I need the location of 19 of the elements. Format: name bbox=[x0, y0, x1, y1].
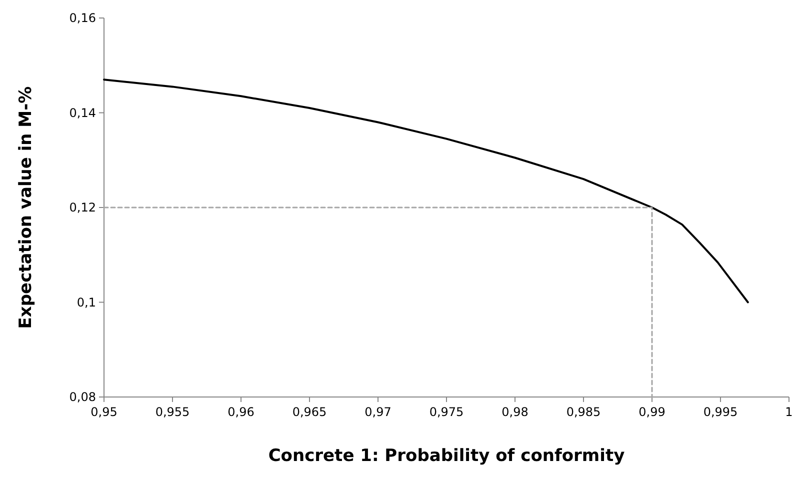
y-tick-label: 0,16 bbox=[69, 11, 96, 26]
x-tick-label: 0,995 bbox=[703, 405, 738, 419]
y-tick-label: 0,1 bbox=[76, 295, 96, 310]
y-axis-title: Expectation value in M-% bbox=[16, 86, 36, 329]
x-tick-label: 0,99 bbox=[638, 405, 666, 419]
x-tick-label: 0,965 bbox=[292, 405, 327, 419]
x-tick-label: 0,955 bbox=[155, 405, 190, 419]
x-tick-label: 0,96 bbox=[228, 405, 254, 419]
x-tick-label: 0,985 bbox=[566, 405, 601, 419]
y-tick-label: 0,12 bbox=[69, 200, 96, 215]
y-tick-label: 0,08 bbox=[69, 390, 96, 404]
x-tick-label: 1 bbox=[785, 405, 793, 419]
y-tick-label: 0,14 bbox=[69, 106, 96, 120]
x-tick-label: 0,95 bbox=[90, 405, 118, 419]
line-series bbox=[103, 78, 749, 304]
x-tick-label: 0,97 bbox=[364, 405, 392, 419]
x-axis-title: Concrete 1: Probability of conformity bbox=[268, 446, 625, 466]
x-tick-label: 0,98 bbox=[502, 405, 528, 419]
x-tick-label: 0,975 bbox=[429, 405, 464, 419]
